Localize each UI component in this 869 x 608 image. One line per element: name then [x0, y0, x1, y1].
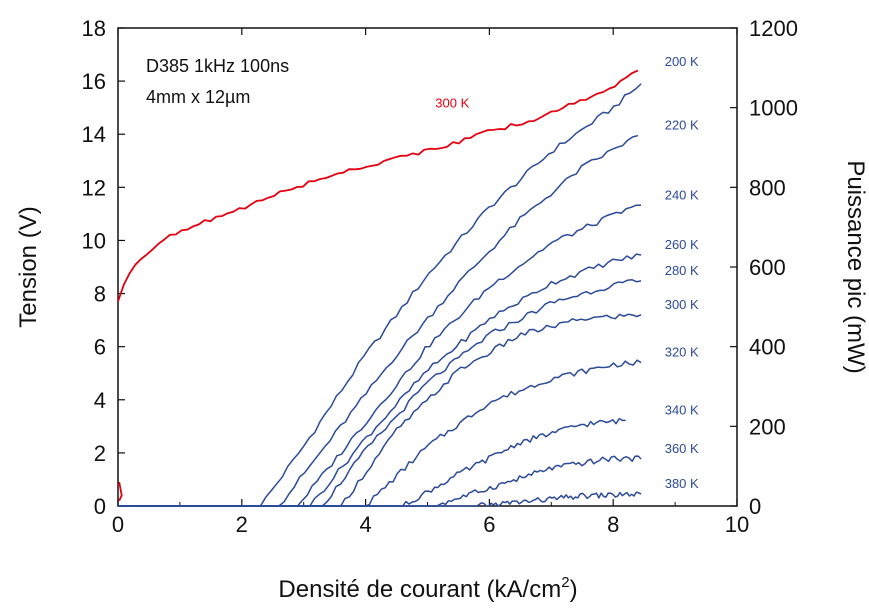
y-axis-left: 0 2 4 6 8 10 12 14 16 18: [82, 16, 125, 519]
x-axis: 0 2 4 6 8 10: [112, 28, 749, 537]
x-tick-label: 10: [725, 512, 749, 537]
y-left-tick-label: 6: [94, 335, 106, 360]
plot-frame: [117, 27, 738, 507]
voltage-series-group: [117, 69, 639, 502]
power-series-label: 200 K: [665, 54, 699, 69]
x-axis-title-main: Densité de courant (kA/cm: [278, 576, 561, 603]
y-axis-right-title: Puissance pic (mW): [842, 160, 869, 373]
power-line-200k: [118, 83, 642, 507]
annotation-device: D385 1kHz 100ns: [146, 56, 289, 76]
y-right-tick-label: 600: [749, 255, 786, 280]
y-right-tick-label: 400: [749, 335, 786, 360]
y-left-tick-label: 8: [94, 282, 106, 307]
y-left-tick-label: 2: [94, 441, 106, 466]
y-left-tick-label: 10: [82, 228, 106, 253]
power-line-280k: [118, 278, 642, 507]
y-axis-right: 0 200 400 600 800 1000 1200: [730, 16, 798, 519]
y-left-tick-label: 4: [94, 388, 106, 413]
series-labels: 200 K 220 K 240 K 260 K 280 K 300 K 320 K 340 K…: [435, 54, 699, 491]
y-left-tick-label: 0: [94, 494, 106, 519]
power-series-label: 300 K: [665, 297, 699, 312]
y-left-tick-label: 16: [82, 69, 106, 94]
power-line-360k: [118, 455, 642, 507]
x-axis-title: Densité de courant (kA/cm2): [278, 574, 577, 603]
power-line-240k: [118, 204, 642, 507]
annotation-dimensions: 4mm x 12µm: [146, 87, 250, 107]
x-tick-label: 2: [236, 512, 248, 537]
power-series-group: [118, 83, 642, 507]
y-right-tick-label: 1200: [749, 16, 798, 41]
x-axis-title-end: ): [570, 576, 578, 603]
power-series-label: 260 K: [665, 237, 699, 252]
y-left-tick-label: 14: [82, 122, 106, 147]
power-series-label: 360 K: [665, 441, 699, 456]
y-left-tick-label: 12: [82, 175, 106, 200]
power-line-300k: [118, 313, 642, 507]
power-line-260k: [118, 253, 642, 507]
x-tick-label: 6: [483, 512, 495, 537]
y-right-tick-label: 200: [749, 414, 786, 439]
power-line-220k: [118, 134, 639, 507]
power-series-label: 280 K: [665, 263, 699, 278]
power-series-label: 380 K: [665, 476, 699, 491]
power-series-label: 340 K: [665, 402, 699, 417]
voltage-line-300k: [117, 69, 639, 502]
power-series-label: 320 K: [665, 345, 699, 360]
voltage-series-label: 300 K: [435, 96, 469, 111]
x-tick-label: 4: [359, 512, 371, 537]
x-axis-title-superscript: 2: [561, 574, 569, 591]
power-line-320k: [118, 359, 642, 507]
y-axis-left-title: Tension (V): [15, 206, 42, 327]
y-left-tick-label: 18: [82, 16, 106, 41]
y-right-tick-label: 800: [749, 175, 786, 200]
power-series-label: 220 K: [665, 118, 699, 133]
x-tick-label: 8: [607, 512, 619, 537]
y-right-tick-label: 0: [749, 494, 761, 519]
x-tick-label: 0: [112, 512, 124, 537]
y-right-tick-label: 1000: [749, 96, 798, 121]
power-series-label: 240 K: [665, 187, 699, 202]
power-line-380k: [118, 491, 642, 507]
power-line-340k: [118, 417, 626, 507]
